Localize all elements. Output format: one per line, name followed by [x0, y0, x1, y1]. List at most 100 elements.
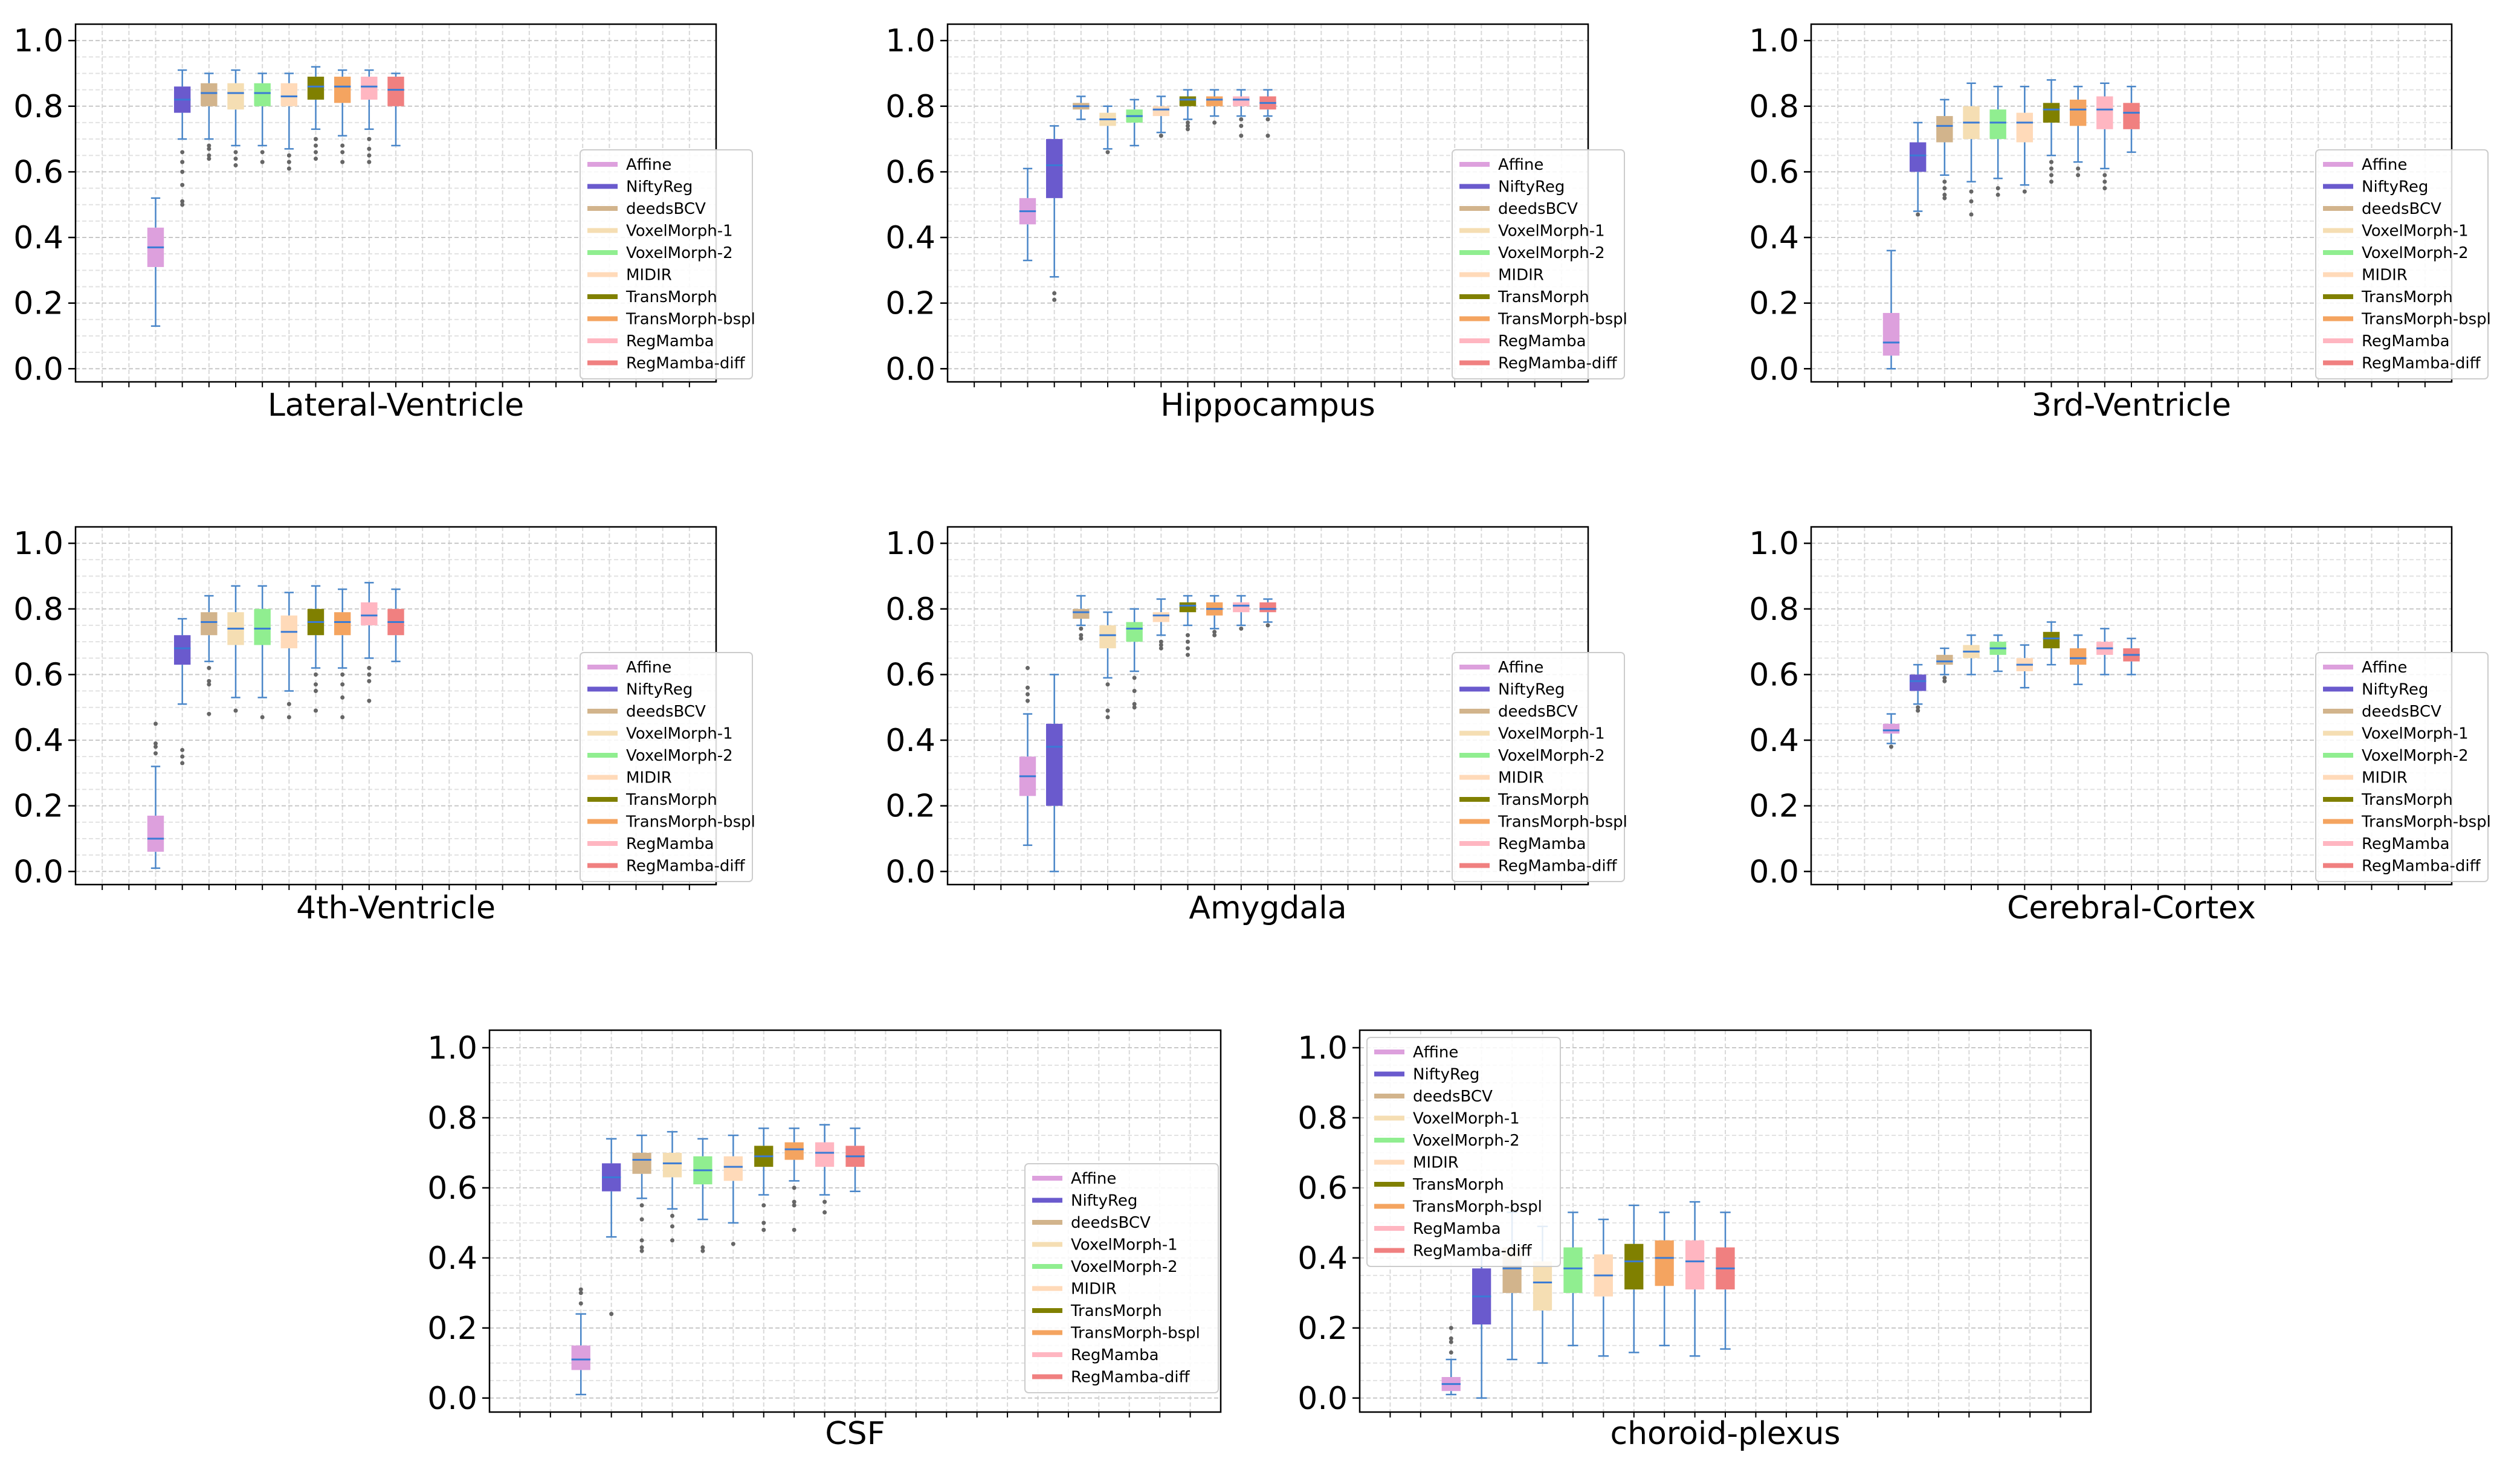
- legend-label: TransMorph: [2361, 791, 2453, 809]
- subplot-title: choroid-plexus: [1611, 1416, 1841, 1452]
- box-iqr: [1179, 602, 1197, 613]
- outlier-point: [233, 156, 238, 161]
- y-tick-label: 0.0: [1749, 351, 1799, 387]
- box-transmorph-bspl: [2069, 85, 2087, 178]
- outlier-point: [314, 708, 318, 713]
- y-tick-label: 0.8: [13, 89, 63, 125]
- box-niftyreg: [1909, 663, 1927, 713]
- box-transmorph: [2043, 79, 2060, 184]
- legend-label: deedsBCV: [1071, 1214, 1151, 1232]
- box-voxelmorph-2: [1126, 608, 1143, 710]
- box-regmamba: [361, 582, 378, 703]
- box-iqr: [254, 608, 271, 645]
- legend-label: VoxelMorph-1: [1413, 1110, 1520, 1128]
- outlier-point: [1158, 134, 1163, 138]
- outlier-point: [761, 1221, 766, 1225]
- subplot-title: CSF: [825, 1416, 885, 1452]
- box-iqr: [1989, 109, 2006, 140]
- box-voxelmorph-2: [1126, 98, 1143, 147]
- subplot-amygdala: 0.0 0.2 0.4 0.6 0.8 1.0 Affine NiftyReg deedsBCV…: [885, 526, 1627, 926]
- box-iqr: [571, 1345, 590, 1370]
- y-tick-label: 1.0: [1749, 526, 1799, 562]
- outlier-point: [1942, 196, 1947, 201]
- y-tick-label: 0.8: [885, 89, 935, 125]
- legend-label: deedsBCV: [1498, 200, 1578, 218]
- y-tick-label: 0.0: [1749, 854, 1799, 890]
- box-voxelmorph-2: [693, 1138, 712, 1253]
- legend-label: deedsBCV: [2362, 703, 2441, 721]
- box-deedsbcv: [1073, 95, 1090, 120]
- legend-label: TransMorph: [625, 791, 717, 809]
- box-iqr: [2096, 96, 2113, 129]
- box-iqr: [387, 76, 404, 106]
- y-tick-label: 0.0: [885, 351, 935, 387]
- box-midir: [723, 1134, 743, 1247]
- legend-label: VoxelMorph-1: [626, 222, 733, 240]
- legend-label: TransMorph: [1412, 1176, 1504, 1194]
- outlier-point: [207, 153, 212, 158]
- outlier-point: [1079, 626, 1084, 631]
- outlier-point: [153, 744, 158, 749]
- outlier-point: [1052, 291, 1057, 295]
- outlier-point: [761, 1227, 766, 1232]
- y-tick-label: 0.2: [885, 789, 935, 825]
- box-iqr: [1179, 96, 1197, 106]
- outlier-point: [1265, 117, 1270, 122]
- legend: Affine NiftyReg deedsBCV VoxelMorph-1 VoxelM…: [1452, 652, 1627, 882]
- legend-label: RegMamba-diff: [1071, 1369, 1191, 1387]
- legend-label: RegMamba-diff: [626, 857, 746, 876]
- box-iqr: [2069, 648, 2087, 665]
- y-axis: 0.0 0.2 0.4 0.6 0.8 1.0: [13, 526, 76, 890]
- box-midir: [280, 73, 298, 171]
- y-tick-label: 0.8: [13, 592, 63, 628]
- box-iqr: [1206, 96, 1223, 106]
- outlier-point: [1026, 698, 1030, 703]
- box-iqr: [1685, 1240, 1705, 1290]
- legend-label: RegMamba-diff: [2362, 857, 2481, 876]
- legend-label: VoxelMorph-1: [1071, 1236, 1178, 1254]
- outlier-point: [367, 137, 372, 141]
- y-axis: 0.0 0.2 0.4 0.6 0.8 1.0: [427, 1030, 489, 1417]
- outlier-point: [314, 137, 318, 141]
- box-voxelmorph-2: [254, 585, 271, 720]
- outlier-point: [340, 682, 345, 687]
- legend-label: TransMorph: [1497, 288, 1589, 306]
- legend-label: deedsBCV: [1498, 703, 1578, 721]
- box-iqr: [2043, 103, 2060, 123]
- legend-label: NiftyReg: [626, 681, 693, 699]
- legend-label: RegMamba: [1498, 332, 1586, 350]
- outlier-point: [180, 754, 185, 759]
- box-regmamba-diff: [845, 1127, 865, 1192]
- box-iqr: [662, 1152, 682, 1178]
- subplot-cerebral-cortex: 0.0 0.2 0.4 0.6 0.8 1.0 Affine NiftyReg deedsBCV…: [1749, 526, 2491, 926]
- subplot-title: Amygdala: [1189, 890, 1346, 926]
- subplot-4th-ventricle: 0.0 0.2 0.4 0.6 0.8 1.0 Affine NiftyReg deedsBCV…: [13, 526, 755, 926]
- box-niftyreg: [602, 1138, 621, 1317]
- y-tick-label: 0.0: [427, 1381, 477, 1417]
- subplot-title: 3rd-Ventricle: [2032, 387, 2231, 424]
- legend-label: deedsBCV: [626, 703, 706, 721]
- outlier-point: [1079, 633, 1084, 637]
- box-iqr: [201, 83, 218, 106]
- outlier-point: [1942, 679, 1947, 683]
- outlier-point: [1026, 692, 1030, 697]
- box-iqr: [2123, 103, 2140, 129]
- box-transmorph-bspl: [334, 588, 351, 720]
- legend-label: Affine: [626, 156, 671, 174]
- outlier-point: [180, 747, 185, 752]
- outlier-point: [792, 1185, 796, 1190]
- outlier-point: [639, 1203, 644, 1208]
- y-tick-label: 1.0: [427, 1030, 477, 1066]
- outlier-point: [792, 1203, 796, 1208]
- outlier-point: [1995, 192, 2000, 197]
- box-transmorph: [1624, 1204, 1644, 1353]
- outlier-point: [1158, 639, 1163, 644]
- legend-label: MIDIR: [1498, 769, 1544, 787]
- box-iqr: [173, 635, 191, 665]
- legend-label: RegMamba-diff: [2362, 355, 2481, 373]
- box-transmorph-bspl: [1206, 595, 1223, 637]
- box-iqr: [1882, 312, 1900, 356]
- outlier-point: [207, 712, 212, 717]
- outlier-point: [1239, 134, 1244, 138]
- box-iqr: [1233, 96, 1250, 106]
